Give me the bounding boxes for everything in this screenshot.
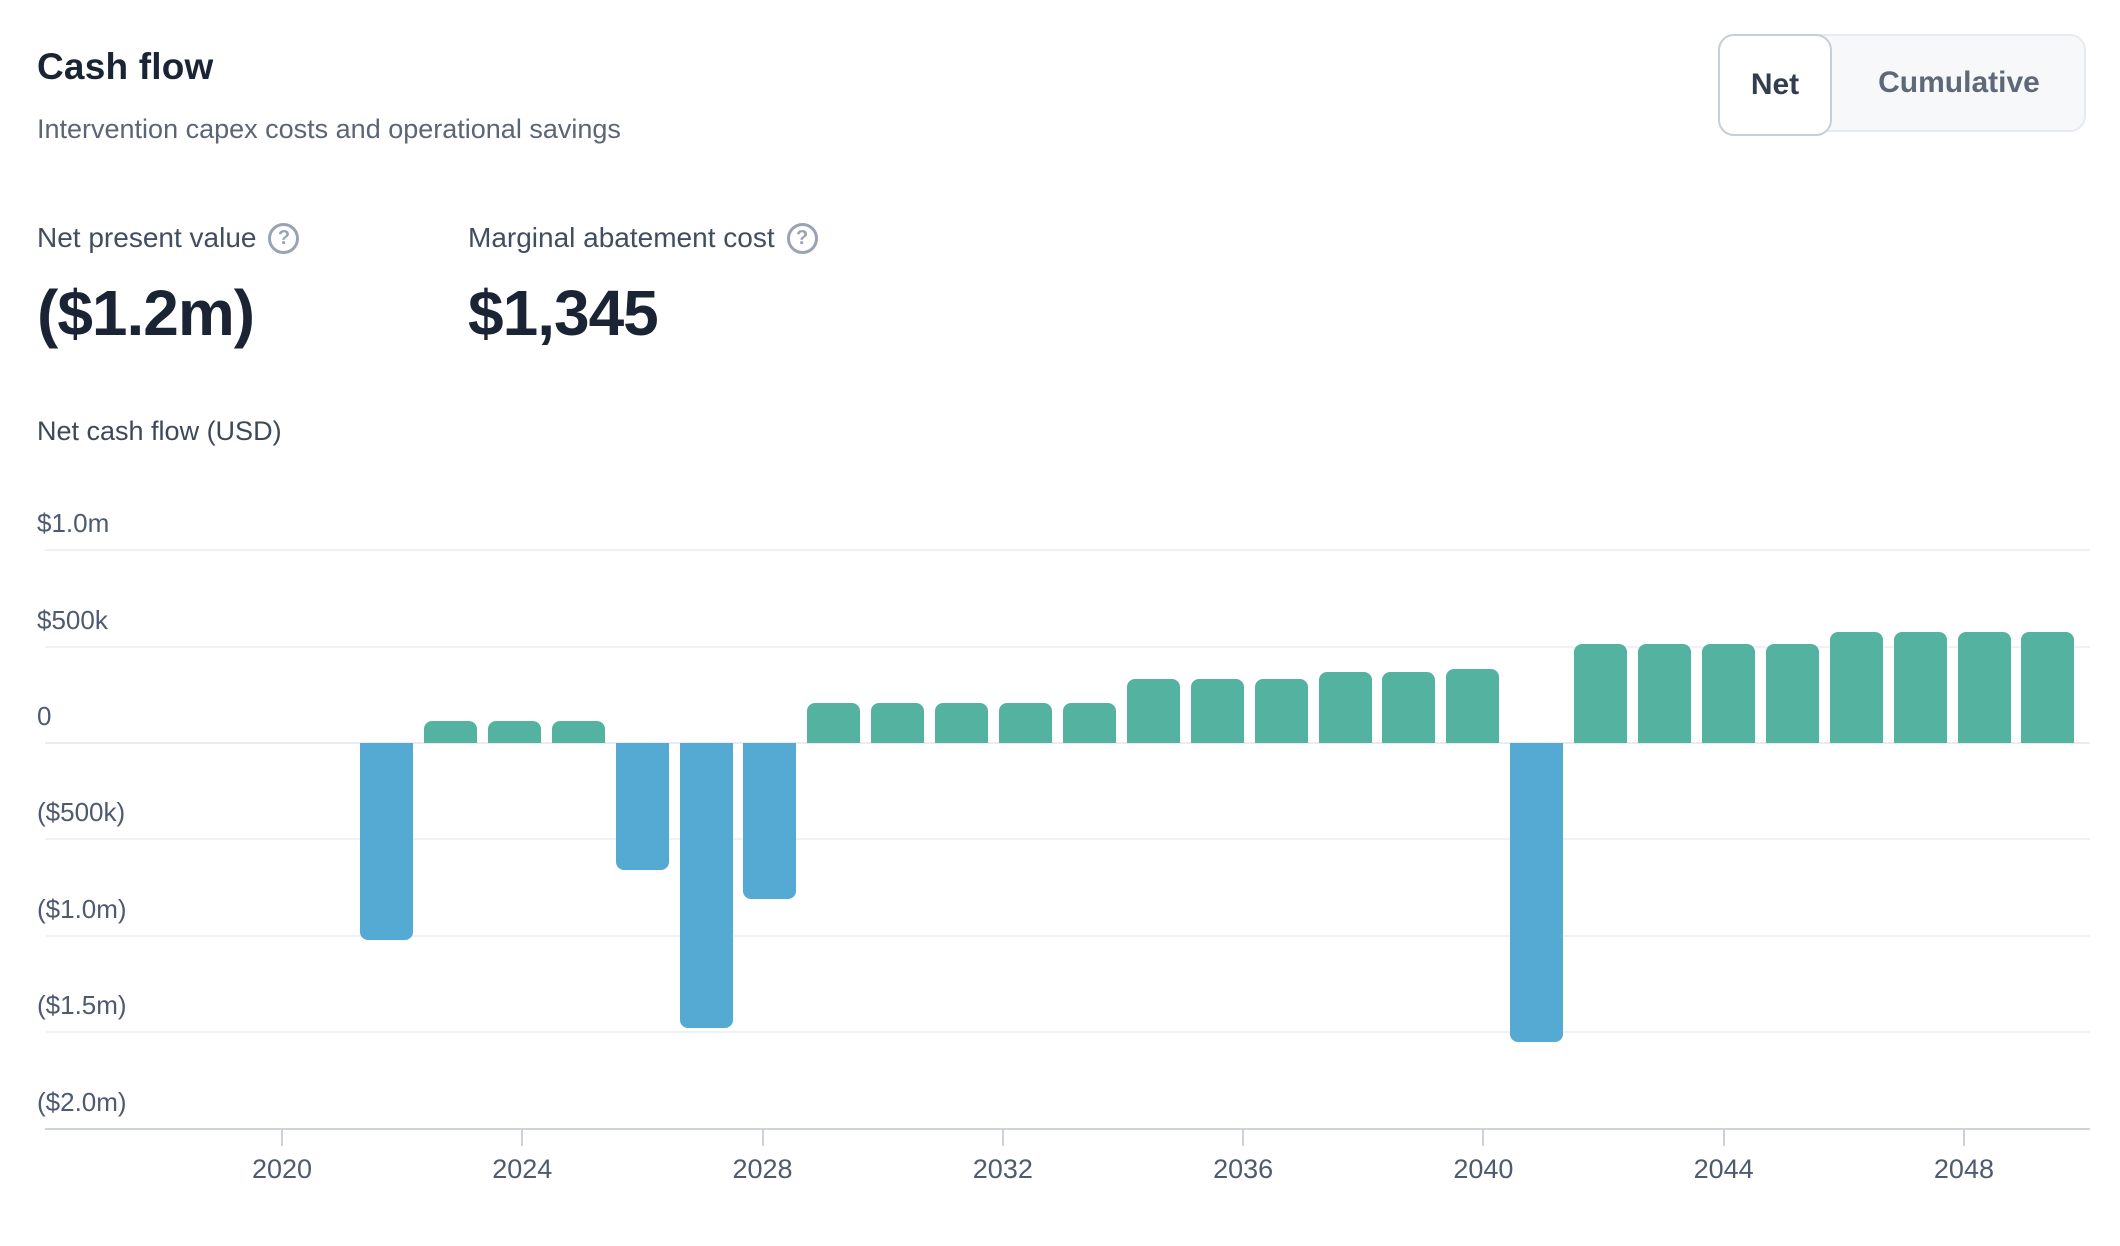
- question-mark-icon[interactable]: ?: [268, 222, 300, 254]
- bar-2030[interactable]: [871, 702, 925, 743]
- bar-2025[interactable]: [551, 720, 605, 743]
- bar-2035[interactable]: [1190, 679, 1244, 743]
- x-axis-tick: [1001, 1128, 1004, 1146]
- bar-2022[interactable]: [360, 743, 413, 940]
- bar-2034[interactable]: [1126, 679, 1180, 743]
- gridline: [45, 549, 2090, 552]
- bar-2023[interactable]: [423, 720, 477, 743]
- net-cumulative-toggle: Net Cumulative: [1718, 34, 2086, 136]
- bar-2043[interactable]: [1701, 643, 1755, 743]
- bar-2032[interactable]: [999, 702, 1052, 743]
- bar-2024[interactable]: [487, 720, 541, 743]
- x-axis-tick: [1482, 1128, 1485, 1146]
- x-tick-label: 2048: [1933, 1154, 1994, 1184]
- x-axis-tick: [1722, 1128, 1725, 1146]
- page-title: Cash flow: [37, 46, 214, 87]
- x-axis-line: [45, 1127, 2090, 1130]
- bar-2045[interactable]: [1829, 632, 1883, 743]
- bar-2036[interactable]: [1254, 679, 1308, 743]
- bar-2033[interactable]: [1062, 702, 1116, 743]
- y-tick-label: ($500k): [37, 797, 126, 828]
- x-tick-label: 2032: [972, 1154, 1033, 1184]
- kpi-net-present-value-value: ($1.2m): [37, 277, 255, 349]
- kpi-marginal-abatement-cost-value: $1,345: [468, 277, 659, 349]
- y-tick-label: $500k: [37, 604, 108, 635]
- x-tick-label: 2044: [1693, 1154, 1754, 1184]
- y-tick-label: ($1.5m): [37, 990, 127, 1021]
- bar-2029[interactable]: [807, 702, 861, 743]
- bar-2027[interactable]: [679, 743, 733, 1029]
- gridline: [45, 645, 2090, 648]
- kpi-net-present-value: Net present value ? ($1.2m): [37, 222, 300, 350]
- bar-2047[interactable]: [1957, 632, 2011, 743]
- y-tick-label: ($1.0m): [37, 893, 127, 924]
- page-subtitle: Intervention capex costs and operational…: [37, 114, 621, 144]
- gridline: [45, 838, 2090, 841]
- x-axis-tick: [521, 1128, 524, 1146]
- x-axis-tick: [1242, 1128, 1245, 1146]
- bar-2041[interactable]: [1574, 643, 1628, 743]
- x-tick-label: 2040: [1453, 1154, 1514, 1184]
- kpi-marginal-abatement-cost: Marginal abatement cost ? $1,345: [468, 222, 818, 350]
- gridline: [45, 1031, 2090, 1034]
- x-tick-label: 2036: [1213, 1154, 1274, 1184]
- y-axis-title: Net cash flow (USD): [37, 416, 282, 446]
- x-axis-tick: [761, 1128, 764, 1146]
- toggle-net-button[interactable]: Net: [1718, 34, 1832, 136]
- gridline: [45, 934, 2090, 937]
- x-axis-tick: [281, 1128, 283, 1146]
- bar-2026[interactable]: [615, 743, 669, 871]
- y-tick-label: 0: [37, 701, 52, 731]
- bar-2038[interactable]: [1382, 671, 1436, 743]
- question-mark-icon[interactable]: ?: [786, 222, 818, 254]
- x-axis-tick: [1962, 1128, 1965, 1146]
- bar-2040[interactable]: [1510, 743, 1564, 1042]
- bar-2042[interactable]: [1638, 643, 1691, 743]
- kpi-net-present-value-label: Net present value: [37, 222, 257, 253]
- y-tick-label: ($2.0m): [37, 1086, 127, 1117]
- x-tick-label: 2028: [732, 1154, 793, 1184]
- bar-2028[interactable]: [743, 743, 797, 900]
- bar-2031[interactable]: [935, 702, 989, 743]
- x-tick-label: 2020: [251, 1154, 313, 1184]
- kpi-marginal-abatement-cost-label: Marginal abatement cost: [468, 222, 775, 253]
- y-tick-label: $1.0m: [37, 508, 110, 539]
- bar-2048[interactable]: [2021, 632, 2075, 743]
- toggle-cumulative-button[interactable]: Cumulative: [1832, 36, 2086, 130]
- bar-2044[interactable]: [1765, 643, 1819, 743]
- bar-2046[interactable]: [1893, 632, 1947, 743]
- bar-2039[interactable]: [1446, 668, 1500, 743]
- x-tick-label: 2024: [492, 1154, 553, 1184]
- bar-2037[interactable]: [1318, 671, 1372, 743]
- gridline: [45, 742, 2090, 744]
